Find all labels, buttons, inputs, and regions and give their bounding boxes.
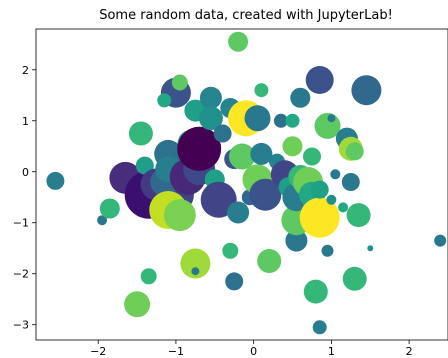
x-tick-label: 0 <box>250 345 257 358</box>
scatter-point <box>303 279 328 304</box>
scatter-point <box>345 142 364 161</box>
scatter-point <box>250 142 273 165</box>
points-layer <box>46 31 447 335</box>
scatter-point <box>97 215 108 226</box>
scatter-point <box>342 266 367 291</box>
scatter-point <box>213 124 232 143</box>
y-tick-label: −3 <box>13 319 29 332</box>
plot-frame <box>35 28 448 341</box>
scatter-point <box>180 248 211 279</box>
scatter-point <box>249 178 282 211</box>
scatter-point <box>225 272 244 291</box>
scatter-point <box>99 198 120 219</box>
x-tick-label: 1 <box>328 345 335 358</box>
scatter-point <box>326 194 337 205</box>
scatter-point <box>290 87 311 108</box>
scatter-point <box>351 75 382 106</box>
scatter-point <box>285 113 300 128</box>
scatter-point <box>321 244 334 257</box>
scatter-point <box>285 229 308 252</box>
scatter-point <box>163 199 196 232</box>
chart-title: Some random data, created with JupyterLa… <box>99 8 393 23</box>
x-tick-label: 2 <box>406 345 413 358</box>
scatter-point <box>338 202 349 213</box>
scatter-point <box>273 113 288 128</box>
scatter-point <box>312 320 327 335</box>
scatter-point <box>198 106 223 131</box>
scatter-point <box>229 143 255 170</box>
scatter-point <box>299 197 340 238</box>
scatter-point <box>330 169 341 180</box>
y-tick-label: 1 <box>22 115 29 128</box>
scatter-point <box>222 242 239 259</box>
scatter-point <box>305 66 334 94</box>
x-tick-label: −2 <box>90 345 106 358</box>
scatter-point <box>46 171 65 190</box>
scatter-point <box>434 234 447 247</box>
scatter-point <box>128 121 153 146</box>
scatter-point <box>254 83 269 98</box>
scatter-point <box>124 291 151 318</box>
scatter-point <box>227 201 250 224</box>
y-tick-label: 0 <box>22 166 29 179</box>
y-tick-label: 2 <box>22 64 29 77</box>
scatter-point <box>171 74 188 91</box>
scatter-point <box>346 203 371 228</box>
scatter-point <box>228 31 249 52</box>
scatter-point <box>303 147 321 166</box>
scatter-point <box>135 156 154 175</box>
y-tick-label: −2 <box>13 268 29 281</box>
ticks-layer: −2 −1 0 1 2 2 1 0 −1 −2 −3 <box>13 64 413 358</box>
scatter-point <box>157 93 172 108</box>
scatter-point <box>191 267 200 276</box>
scatter-point <box>200 181 237 218</box>
scatter-point <box>341 173 360 191</box>
scatter-point <box>140 268 157 285</box>
y-tick-label: −1 <box>13 217 29 230</box>
scatter-point <box>327 114 336 123</box>
scatter-point <box>282 136 303 157</box>
scatter-point <box>257 249 282 273</box>
scatter-point <box>177 126 222 171</box>
x-tick-label: −1 <box>168 345 184 358</box>
scatter-point <box>310 180 329 199</box>
scatter-point <box>199 86 222 109</box>
scatter-point <box>244 105 271 132</box>
scatter-point <box>367 245 374 252</box>
